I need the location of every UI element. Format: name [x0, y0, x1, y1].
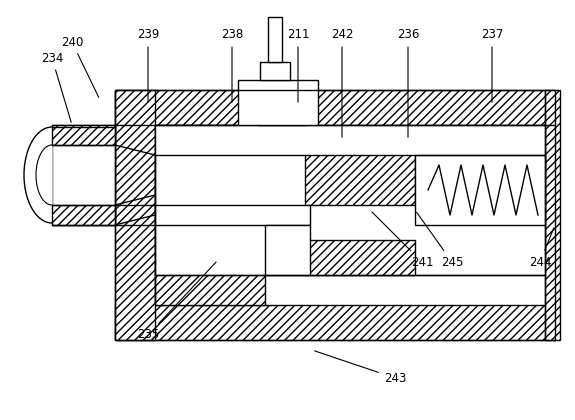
Bar — [52, 125, 115, 145]
Bar — [415, 155, 545, 225]
Text: 211: 211 — [287, 29, 309, 102]
Text: 240: 240 — [61, 36, 99, 97]
Text: 245: 245 — [417, 212, 463, 268]
Bar — [305, 155, 415, 205]
Bar — [265, 225, 310, 275]
Text: 238: 238 — [221, 29, 243, 102]
Bar — [305, 240, 415, 275]
Bar — [115, 90, 555, 125]
Text: 239: 239 — [137, 29, 159, 102]
Polygon shape — [24, 127, 52, 223]
Bar — [115, 305, 555, 340]
Bar — [52, 125, 115, 225]
Bar — [268, 17, 282, 62]
Text: 237: 237 — [481, 29, 503, 102]
Text: 242: 242 — [331, 29, 353, 137]
Text: 234: 234 — [41, 52, 71, 122]
Bar — [155, 125, 545, 275]
Text: 236: 236 — [397, 29, 419, 137]
Text: 241: 241 — [372, 212, 433, 268]
Text: 235: 235 — [137, 262, 216, 341]
Bar — [155, 205, 310, 225]
Bar — [155, 125, 265, 305]
Bar — [545, 90, 560, 340]
Text: 243: 243 — [315, 351, 406, 384]
Bar — [52, 205, 115, 225]
Text: 244: 244 — [529, 228, 554, 268]
Bar — [258, 90, 306, 125]
Bar — [238, 80, 318, 125]
Bar — [115, 90, 155, 340]
Bar — [260, 62, 290, 80]
